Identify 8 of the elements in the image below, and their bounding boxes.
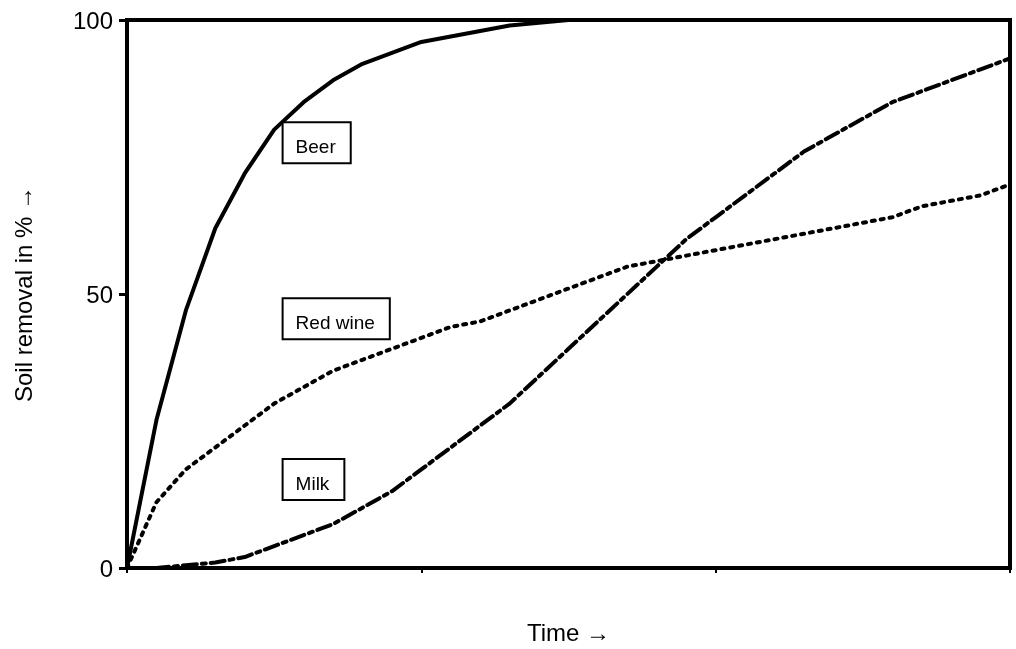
y-tick-label: 100 — [72, 6, 113, 34]
y-axis-title: Soil removal in % → — [9, 185, 37, 403]
y-tick-label: 50 — [86, 280, 113, 308]
x-axis-title: Time → — [526, 618, 611, 646]
series-label: Red wine — [295, 312, 375, 334]
series-label: Milk — [295, 473, 330, 495]
y-tick-label: 0 — [99, 554, 113, 582]
series-label: Beer — [295, 136, 337, 158]
